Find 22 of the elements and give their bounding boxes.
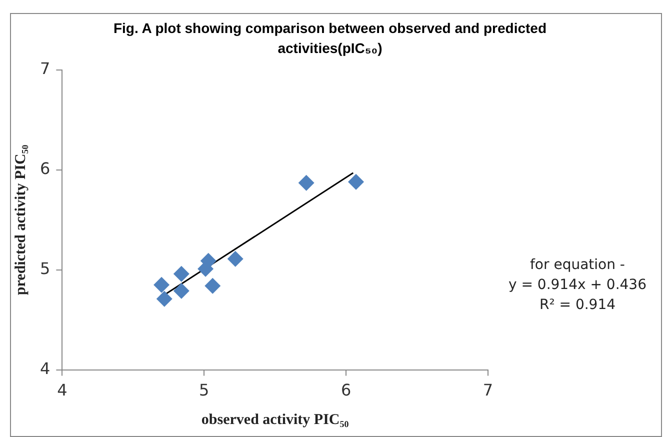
y-tick-label: 4 [40,358,50,378]
point [173,266,190,282]
y-tick-label: 5 [40,259,50,278]
x-tick-label: 7 [482,380,494,400]
text: y = 0.914x + 0.436 [508,276,648,295]
y-axis-title: predicted activity PIC₅₀ [12,144,29,296]
x-tick-label: 6 [340,380,352,400]
text: for equation - [529,256,626,275]
x-axis-title: observed activity PIC₅₀ [201,412,350,428]
x-tick-label: 5 [199,380,210,400]
x-tick-label: 4 [57,380,68,400]
text: R² = 0.914 [538,296,617,315]
point [298,174,314,191]
point [348,174,364,190]
y-tick-label: 6 [40,159,50,178]
point [154,276,170,293]
point [173,282,190,299]
y-tick-label: 7 [40,59,50,78]
point [227,250,244,267]
point [156,290,172,307]
point [204,278,221,294]
chart-title: Fig. A plot showing comparison between observed and predicted activities(pIC₅₀) [112,19,548,58]
